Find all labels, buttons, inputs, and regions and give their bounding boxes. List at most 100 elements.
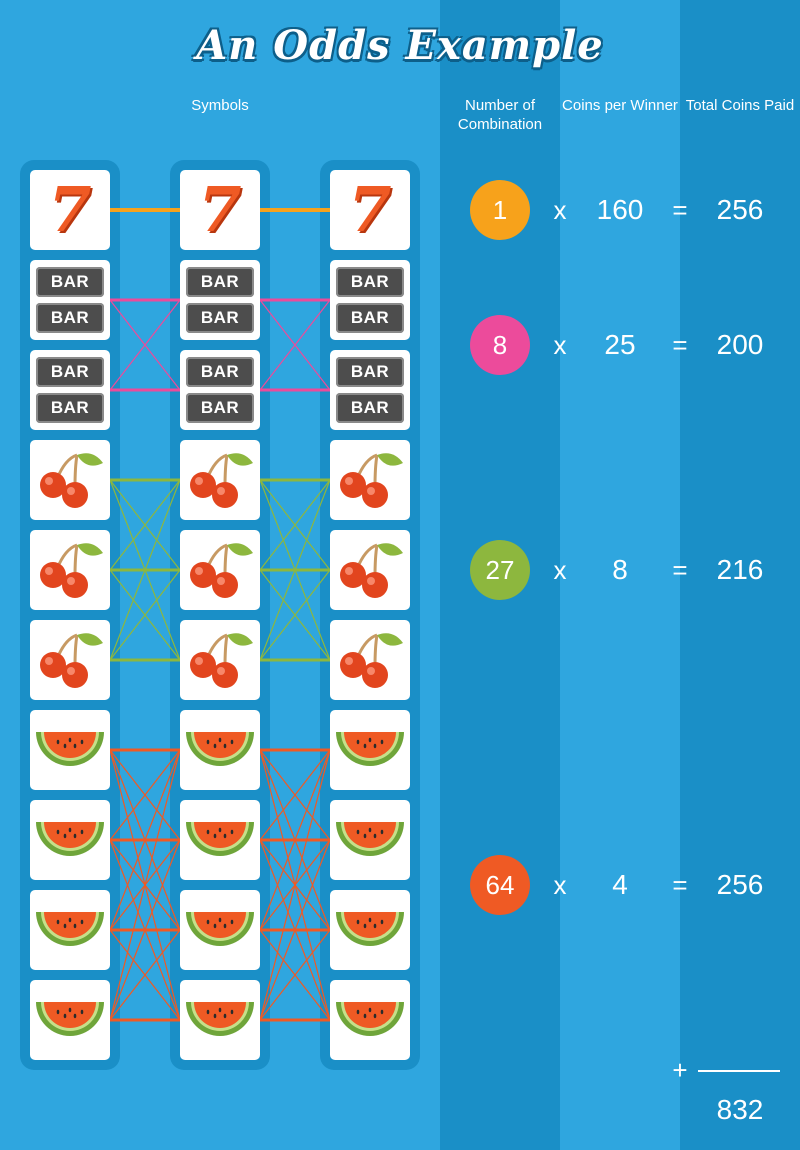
cherry-combination-line [259,479,331,571]
bar-plate: BAR [336,267,404,297]
multiply-sign: x [553,555,567,585]
header-symbols: Symbols [191,97,249,114]
equals-sign: = [672,555,688,585]
cherry-icon [40,453,103,508]
seven-tile: 7 [30,170,110,250]
multiply-sign: x [553,195,567,225]
seven-tile: 7 [180,170,260,250]
bar-tile: BAR BAR [30,350,110,430]
watermelon-combination-line [109,749,181,841]
total-column-band [680,0,800,1150]
bar-label: BAR [350,398,390,417]
bar-label: BAR [350,308,390,327]
cherry-tile [30,620,110,700]
cherry-icon [340,453,403,508]
watermelon-icon [336,912,404,946]
bar-plate: BAR [336,357,404,387]
bar-label: BAR [200,308,240,327]
bar-icon: BAR BAR [336,267,404,333]
cherry-combination-line [259,479,331,661]
bar-label: BAR [350,272,390,291]
watermelon-tile [330,800,410,880]
watermelon-icon [36,1002,104,1036]
bar-plate: BAR [36,357,104,387]
bar-plate: BAR [186,357,254,387]
watermelon-combination-line [259,839,331,1021]
watermelon-icon [186,732,254,766]
cherry-tile [30,530,110,610]
bar-plate: BAR [36,393,104,423]
sum-total: 832 [716,1094,764,1125]
multiply-sign: x [553,870,567,900]
watermelon-combination-line [109,749,181,1021]
bar-combinations-badge: 8 [470,315,530,375]
watermelon-tile [30,800,110,880]
cherry-coins-per-winner: 8 [612,554,628,585]
bar-tile: BAR BAR [180,260,260,340]
bar-icon: BAR BAR [186,267,254,333]
watermelon-icon [36,732,104,766]
coins-column-band [560,0,680,1150]
bar-icon: BAR BAR [336,357,404,423]
watermelon-combination-line [259,749,331,931]
bar-coins-per-winner: 25 [604,329,636,360]
cherry-tile [180,620,260,700]
equals-sign: = [672,870,688,900]
seven-total-coins: 256 [716,194,764,225]
bar-icon: BAR BAR [186,357,254,423]
bar-combination-line [259,299,331,391]
cherry-tile [30,440,110,520]
watermelon-combination-line [109,929,181,1021]
watermelon-tile [30,710,110,790]
bar-label: BAR [50,398,90,417]
watermelon-tile [330,890,410,970]
watermelon-tile [30,890,110,970]
watermelon-combinations-badge: 64 [470,855,530,915]
seven-icon: 7 [48,173,92,246]
bar-icon: BAR BAR [36,267,104,333]
watermelon-icon [36,912,104,946]
header-coins-per-winner: Coins per Winner [562,97,678,114]
bar-tile: BAR BAR [330,350,410,430]
bar-label: BAR [200,362,240,381]
cherry-tile [330,620,410,700]
bar-combination-line [109,299,181,391]
cherry-icon [340,543,403,598]
cherry-tile [330,530,410,610]
cherry-icon [40,543,103,598]
seven-tile: 7 [330,170,410,250]
bar-label: BAR [50,362,90,381]
watermelon-tile [180,710,260,790]
bar-plate: BAR [186,393,254,423]
watermelon-combination-line [109,839,181,1021]
header-total-coins-paid: Total Coins Paid [685,97,795,114]
watermelon-tile [180,980,260,1060]
bar-plate: BAR [186,267,254,297]
cherry-combination-line [109,479,181,571]
cherry-tile [180,530,260,610]
watermelon-icon [186,1002,254,1036]
watermelon-icon [336,822,404,856]
bar-icon: BAR BAR [36,357,104,423]
watermelon-icon [336,1002,404,1036]
cherry-tile [330,440,410,520]
cherry-combinations-badge: 27 [470,540,530,600]
cherry-combination-line [109,569,181,661]
cherry-icon [40,633,103,688]
bar-label: BAR [50,272,90,291]
bar-label: BAR [200,398,240,417]
bar-total-coins: 200 [716,329,764,360]
equals-sign: = [672,330,688,360]
sum-divider [698,1070,780,1072]
cherry-combination-line [259,569,331,661]
bar-plate: BAR [336,393,404,423]
watermelon-combination-line [259,749,331,841]
equals-sign: = [672,195,688,225]
watermelon-combination-line [259,929,331,1021]
bar-plate: BAR [36,303,104,333]
bar-tile: BAR BAR [180,350,260,430]
multiply-sign: x [553,330,567,360]
watermelon-tile [180,800,260,880]
bar-tile: BAR BAR [30,260,110,340]
